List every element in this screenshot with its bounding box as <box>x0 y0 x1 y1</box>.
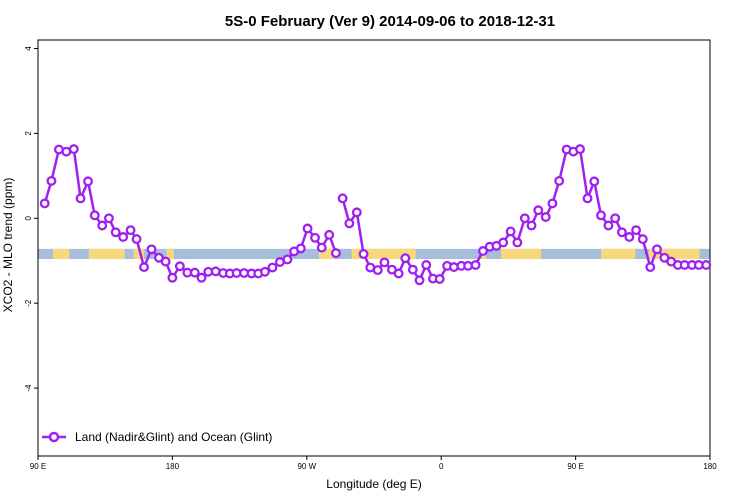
data-point <box>324 229 335 240</box>
data-point <box>533 205 544 216</box>
data-point <box>589 176 600 187</box>
data-point <box>125 225 136 236</box>
data-point <box>616 227 627 238</box>
data-point <box>267 262 278 273</box>
y-tick-label: 0 <box>24 216 33 221</box>
land-segment <box>133 248 145 260</box>
data-point <box>344 218 355 229</box>
plot-area: 90 E 180 90 W 0 90 E 180 -4 -2 0 2 4 <box>24 39 717 471</box>
data-point <box>540 212 551 222</box>
data-point <box>512 237 523 248</box>
x-tick-label: 0 <box>439 462 444 471</box>
x-axis-label: Longitude (deg E) <box>326 477 421 491</box>
data-point <box>624 232 635 242</box>
data-point <box>505 226 516 237</box>
plot-frame <box>37 39 711 457</box>
data-point <box>351 207 362 218</box>
data-point <box>645 262 656 273</box>
data-point <box>434 274 445 284</box>
y-axis-label: XCO2 - MLO trend (ppm) <box>1 178 15 313</box>
data-point <box>75 193 86 204</box>
data-point <box>393 268 404 279</box>
data-point <box>610 213 621 224</box>
data-point <box>358 248 369 259</box>
data-point <box>282 254 293 265</box>
data-point <box>554 175 565 186</box>
data-point <box>295 243 306 254</box>
land-segment <box>318 248 334 260</box>
data-point <box>167 272 178 283</box>
data-point <box>448 262 459 273</box>
data-point <box>637 234 648 245</box>
x-tick-label: 180 <box>703 462 717 471</box>
data-point <box>337 193 348 204</box>
data-point <box>39 198 50 209</box>
land-segment <box>500 248 542 260</box>
data-point <box>596 210 606 221</box>
x-tick-label: 90 W <box>297 462 316 471</box>
data-point <box>174 261 185 272</box>
y-tick-label: -4 <box>24 384 33 392</box>
data-point <box>139 262 149 273</box>
data-point <box>103 213 114 224</box>
legend-label: Land (Nadir&Glint) and Ocean (Glint) <box>75 430 272 444</box>
data-point <box>379 257 390 268</box>
data-point <box>83 176 93 187</box>
legend-marker-swatch <box>48 431 60 443</box>
chart-title: 5S-0 February (Ver 9) 2014-09-06 to 2018… <box>225 13 555 30</box>
data-point <box>196 272 207 283</box>
data-point <box>478 246 488 256</box>
data-point <box>316 242 327 253</box>
data-point <box>330 248 341 259</box>
data-point <box>46 175 57 186</box>
data-point <box>631 225 642 236</box>
land-segment <box>351 248 416 260</box>
data-point <box>400 253 411 264</box>
data-point <box>131 234 142 245</box>
legend: Land (Nadir&Glint) and Ocean (Glint) <box>42 430 272 444</box>
data-point <box>414 275 425 286</box>
land-segment <box>600 248 636 260</box>
y-tick-label: 4 <box>24 46 33 51</box>
y-tick-label: -2 <box>24 299 33 307</box>
data-point <box>146 244 157 255</box>
land-segment <box>648 248 700 260</box>
data-point <box>470 260 481 270</box>
x-tick-label: 180 <box>166 462 180 471</box>
data-point <box>302 223 313 234</box>
data-point <box>160 256 171 267</box>
x-tick-label: 90 E <box>30 462 46 471</box>
data-point <box>526 220 537 231</box>
data-point <box>118 232 129 242</box>
data-point <box>97 220 108 231</box>
y-tick-label: 2 <box>24 131 33 136</box>
land-segment <box>52 248 70 260</box>
data-point <box>260 266 270 277</box>
data-point <box>547 198 558 209</box>
data-point <box>421 260 432 270</box>
data-point <box>701 260 712 270</box>
data-point <box>310 232 320 243</box>
land-segment <box>166 248 174 260</box>
x-tick-label: 90 E <box>567 462 583 471</box>
data-point <box>68 144 79 155</box>
data-point <box>372 265 383 276</box>
data-point <box>110 227 121 238</box>
data-point <box>603 220 614 231</box>
data-point <box>89 210 100 221</box>
land-segment <box>88 248 125 260</box>
data-point <box>407 264 418 275</box>
data-point <box>652 244 662 255</box>
data-point <box>519 213 530 224</box>
data-point <box>575 144 586 155</box>
data-point <box>582 193 593 204</box>
data-point <box>498 237 509 248</box>
data-point <box>189 267 200 278</box>
